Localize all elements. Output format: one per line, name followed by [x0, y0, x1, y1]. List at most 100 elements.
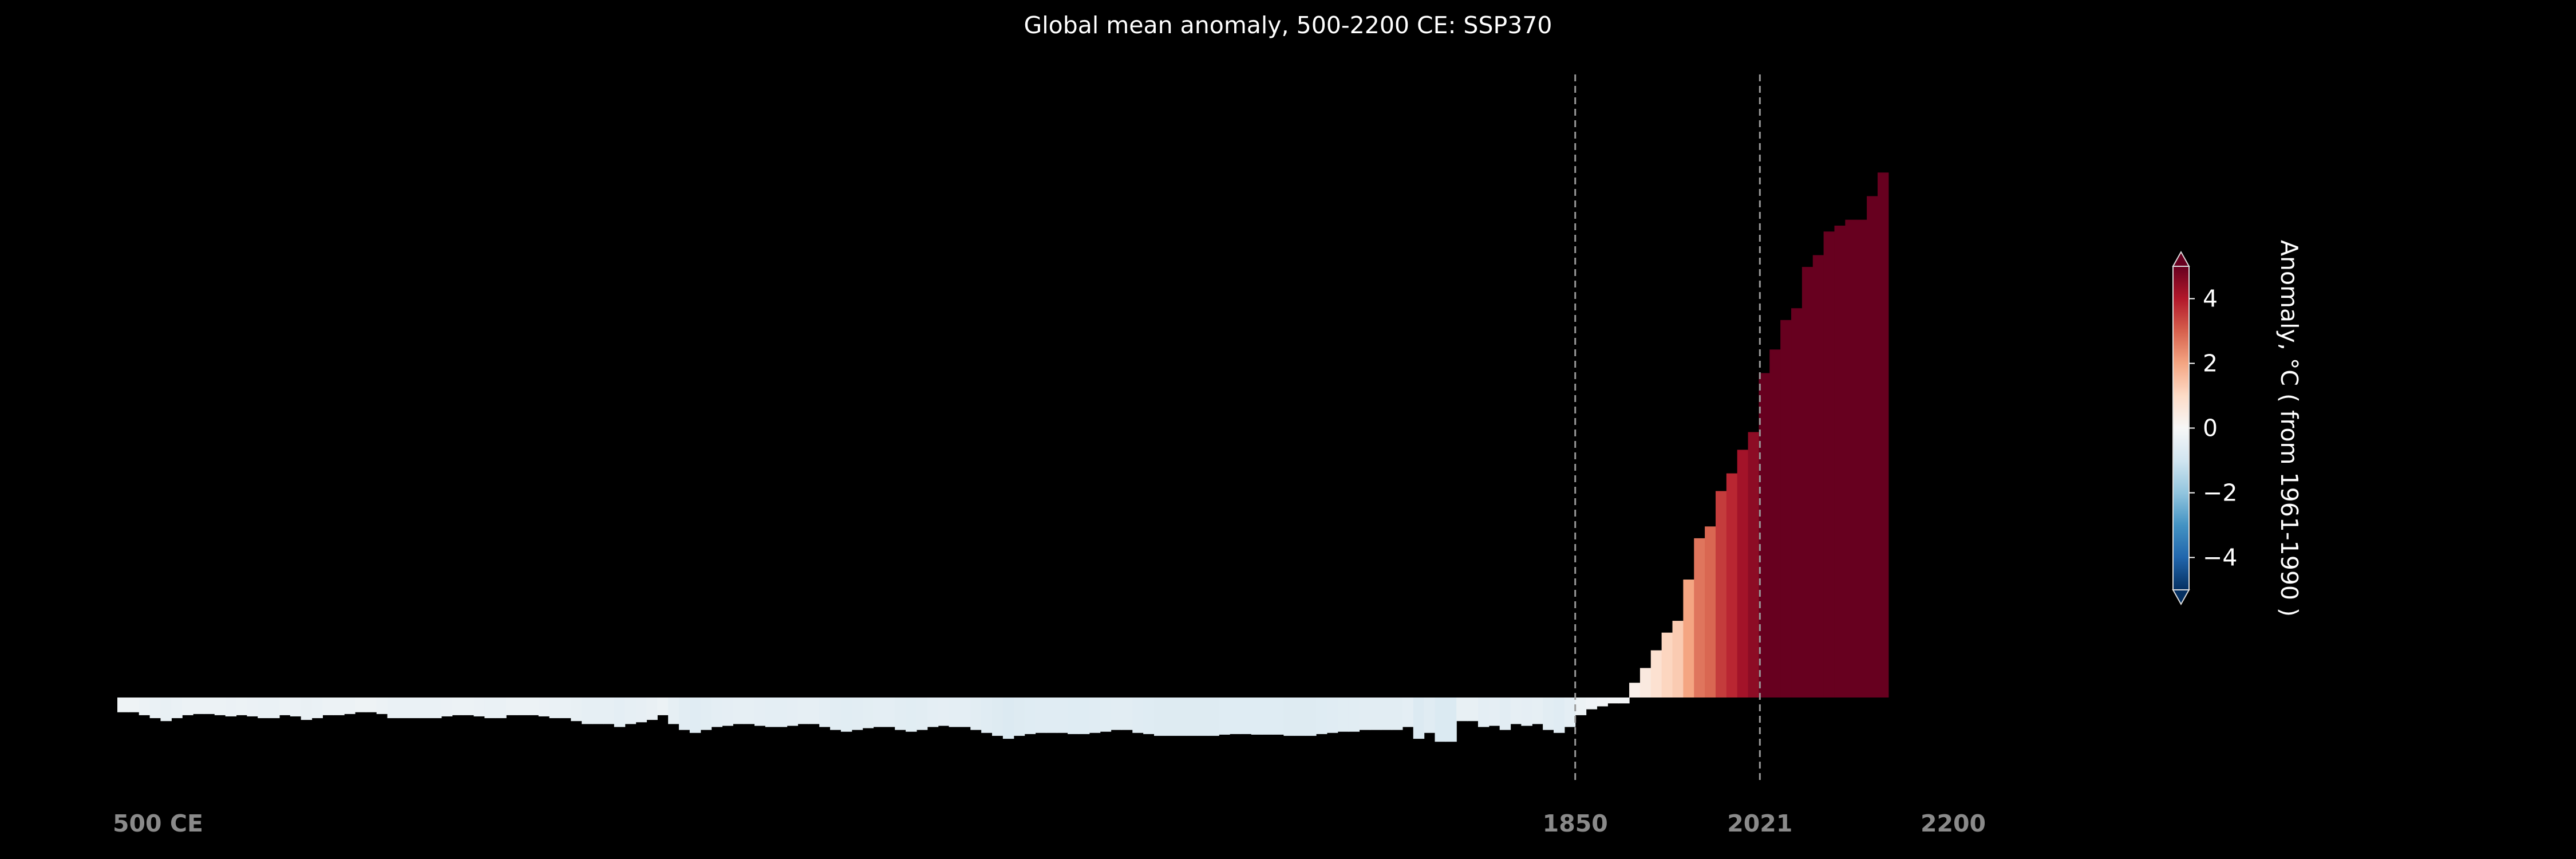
- anomaly-bar: [1294, 698, 1306, 736]
- anomaly-bar: [1477, 698, 1490, 727]
- anomaly-bar: [279, 698, 291, 715]
- x-tick-label: 2021: [1727, 810, 1792, 837]
- anomaly-bar: [301, 698, 313, 720]
- anomaly-bar: [1694, 538, 1705, 698]
- anomaly-bar: [1392, 698, 1403, 730]
- anomaly-bar: [1780, 320, 1792, 698]
- anomaly-bar: [1867, 196, 1878, 698]
- anomaly-bar: [1208, 698, 1219, 736]
- anomaly-bar: [1629, 683, 1641, 698]
- anomaly-bar: [1143, 698, 1155, 734]
- anomaly-bar: [495, 698, 507, 719]
- anomaly-bar: [1499, 698, 1511, 730]
- anomaly-bar: [830, 698, 841, 730]
- anomaly-bar: [344, 698, 355, 714]
- anomaly-bar: [1554, 698, 1565, 733]
- anomaly-bar: [1402, 698, 1414, 727]
- anomaly-bar: [1726, 473, 1738, 698]
- anomaly-bar: [1219, 698, 1230, 735]
- x-tick-label: 1850: [1543, 810, 1608, 837]
- anomaly-bar: [840, 698, 852, 732]
- anomaly-bar: [1068, 698, 1079, 734]
- anomaly-bar: [290, 698, 302, 716]
- anomaly-bar: [258, 698, 269, 719]
- anomaly-bar: [214, 698, 226, 715]
- anomaly-bar: [1240, 698, 1252, 734]
- anomaly-bar: [678, 698, 690, 730]
- anomaly-bar: [236, 698, 247, 715]
- reference-lines: [1574, 74, 1761, 780]
- anomaly-bar: [1262, 698, 1274, 735]
- colorbar-extend-max: [2172, 250, 2190, 267]
- anomaly-bar: [949, 698, 961, 727]
- anomaly-bar: [873, 698, 884, 727]
- anomaly-bar: [884, 698, 895, 727]
- anomaly-bar: [1175, 698, 1187, 736]
- colorbar-label: Anomaly, °C ( from 1961-1990 ): [2275, 240, 2303, 617]
- anomaly-bar: [1488, 698, 1500, 726]
- anomaly-bar: [398, 698, 409, 719]
- anomaly-bar: [938, 698, 950, 726]
- anomaly-bar: [1164, 698, 1176, 736]
- anomaly-bar: [1035, 698, 1046, 733]
- anomaly-bar: [1046, 698, 1057, 733]
- anomaly-bar: [409, 698, 420, 719]
- anomaly-bars: [117, 172, 1889, 742]
- x-tick-labels: 500 CE 1850 2021 2200: [113, 810, 1986, 837]
- colorbar-extend-min: [2172, 589, 2190, 606]
- anomaly-bar: [1877, 172, 1889, 698]
- anomaly-bar: [1607, 698, 1619, 704]
- colorbar: −4 −2 0 2 4 Anomaly, °C ( from 1961-1990 ): [2172, 240, 2303, 617]
- anomaly-bar: [862, 698, 874, 728]
- chart-title: Global mean anomaly, 500-2200 CE: SSP370: [1024, 11, 1552, 39]
- anomaly-bar: [635, 698, 647, 723]
- anomaly-bar: [1510, 698, 1522, 724]
- anomaly-bar: [1413, 698, 1425, 739]
- anomaly-bar: [1315, 698, 1327, 734]
- anomaly-bar: [797, 698, 809, 724]
- anomaly-bar: [1121, 698, 1133, 730]
- anomaly-bar: [516, 698, 528, 715]
- anomaly-bar: [549, 698, 561, 719]
- anomaly-bar: [560, 698, 571, 719]
- anomaly-bar: [571, 698, 582, 722]
- anomaly-bar: [527, 698, 539, 715]
- anomaly-bar: [117, 698, 129, 712]
- anomaly-bar: [819, 698, 831, 727]
- colorbar-tick-label: −4: [2203, 544, 2237, 572]
- anomaly-bar: [376, 698, 388, 714]
- colorbar-tick-label: −2: [2203, 479, 2237, 507]
- anomaly-bar: [1326, 698, 1338, 733]
- anomaly-bar: [506, 698, 517, 715]
- anomaly-bar: [365, 698, 377, 712]
- anomaly-bar: [787, 698, 799, 726]
- anomaly-bar: [959, 698, 971, 727]
- anomaly-bar: [333, 698, 345, 715]
- anomaly-bar: [538, 698, 550, 716]
- anomaly-bar: [1381, 698, 1392, 730]
- anomaly-bar: [1521, 698, 1532, 726]
- anomaly-bar: [139, 698, 151, 715]
- anomaly-bar: [1424, 698, 1436, 733]
- anomaly-bar: [625, 698, 637, 724]
- anomaly-bar: [657, 698, 669, 715]
- anomaly-bar: [970, 698, 982, 730]
- anomaly-bar: [646, 698, 658, 720]
- anomaly-bar: [1078, 698, 1090, 734]
- colorbar-tick-label: 4: [2203, 285, 2218, 313]
- anomaly-bar: [1791, 308, 1803, 698]
- anomaly-bar: [463, 698, 475, 715]
- anomaly-bar: [484, 698, 496, 719]
- anomaly-bar: [582, 698, 593, 724]
- anomaly-bar: [808, 698, 820, 724]
- anomaly-bar: [1801, 267, 1814, 698]
- anomaly-bar: [1823, 231, 1835, 698]
- anomaly-bar: [1359, 698, 1370, 730]
- anomaly-bar: [247, 698, 258, 716]
- anomaly-bar: [322, 698, 334, 715]
- anomaly-bar: [1132, 698, 1144, 733]
- anomaly-bar: [1445, 698, 1457, 742]
- anomaly-bar: [387, 698, 399, 719]
- anomaly-bar: [1759, 373, 1770, 698]
- anomaly-bar: [916, 698, 928, 730]
